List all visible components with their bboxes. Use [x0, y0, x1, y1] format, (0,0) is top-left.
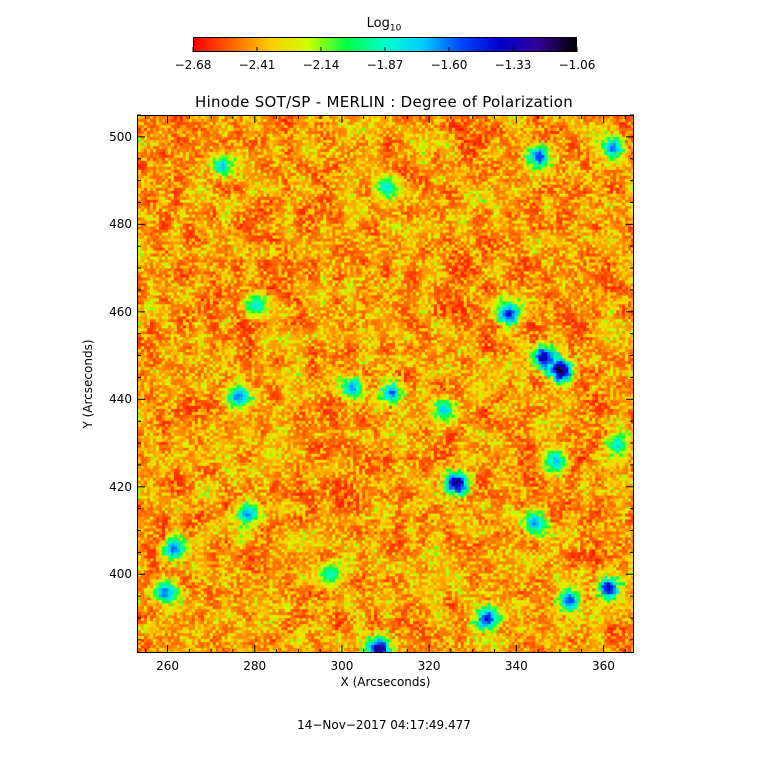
y-tick-label: 500 [109, 129, 132, 144]
x-tick-label: 300 [330, 659, 354, 673]
x-tick-label: 260 [156, 659, 179, 673]
heatmap-canvas [138, 116, 633, 652]
colorbar-tick-label: −1.60 [430, 58, 468, 72]
x-axis-label: X (Arcseconds) [340, 675, 431, 689]
y-tick-label: 440 [109, 392, 132, 407]
y-tick-label: 400 [109, 567, 132, 582]
y-tick-label: 480 [109, 217, 132, 232]
colorbar-tick-label: −1.06 [558, 58, 596, 72]
timestamp: 14−Nov−2017 04:17:49.477 [297, 718, 471, 732]
plot-area [137, 115, 634, 653]
x-tick-label: 340 [504, 659, 528, 673]
colorbar-tick-label: −1.87 [366, 58, 404, 72]
y-tick-label: 420 [109, 479, 132, 494]
colorbar-title: Log10 [366, 16, 402, 34]
colorbar-tick-label: −2.41 [238, 58, 276, 72]
y-tick-label: 460 [109, 304, 132, 319]
colorbar [193, 37, 577, 52]
y-axis-label: Y (Arcseconds) [81, 339, 95, 429]
colorbar-tick-label: −2.14 [302, 58, 340, 72]
colorbar-tick-label: −2.68 [174, 58, 212, 72]
x-tick-label: 280 [243, 659, 267, 673]
colorbar-tick-label: −1.33 [494, 58, 532, 72]
x-tick-label: 320 [417, 659, 441, 673]
x-tick-label: 360 [592, 659, 615, 673]
chart-title: Hinode SOT/SP - MERLIN : Degree of Polar… [194, 93, 573, 111]
